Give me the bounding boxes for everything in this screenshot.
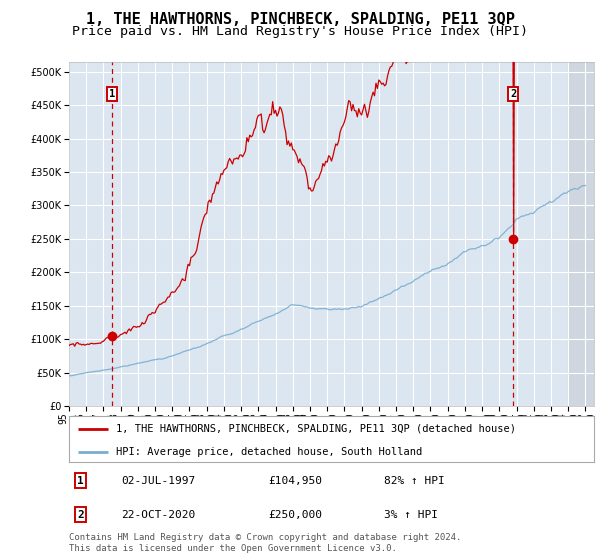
Text: £104,950: £104,950 xyxy=(269,476,323,486)
Text: 22-OCT-2020: 22-OCT-2020 xyxy=(121,510,196,520)
Text: 3% ↑ HPI: 3% ↑ HPI xyxy=(384,510,438,520)
Bar xyxy=(568,62,594,406)
Text: Price paid vs. HM Land Registry's House Price Index (HPI): Price paid vs. HM Land Registry's House … xyxy=(72,25,528,38)
Text: 1: 1 xyxy=(77,476,84,486)
Text: 02-JUL-1997: 02-JUL-1997 xyxy=(121,476,196,486)
Text: £250,000: £250,000 xyxy=(269,510,323,520)
Text: 82% ↑ HPI: 82% ↑ HPI xyxy=(384,476,445,486)
Text: 1, THE HAWTHORNS, PINCHBECK, SPALDING, PE11 3QP (detached house): 1, THE HAWTHORNS, PINCHBECK, SPALDING, P… xyxy=(116,424,516,434)
Text: 1: 1 xyxy=(109,89,115,99)
Text: 1, THE HAWTHORNS, PINCHBECK, SPALDING, PE11 3QP: 1, THE HAWTHORNS, PINCHBECK, SPALDING, P… xyxy=(86,12,514,27)
Text: HPI: Average price, detached house, South Holland: HPI: Average price, detached house, Sout… xyxy=(116,447,422,457)
Text: Contains HM Land Registry data © Crown copyright and database right 2024.
This d: Contains HM Land Registry data © Crown c… xyxy=(69,533,461,553)
Text: 2: 2 xyxy=(77,510,84,520)
Text: 2: 2 xyxy=(510,89,516,99)
